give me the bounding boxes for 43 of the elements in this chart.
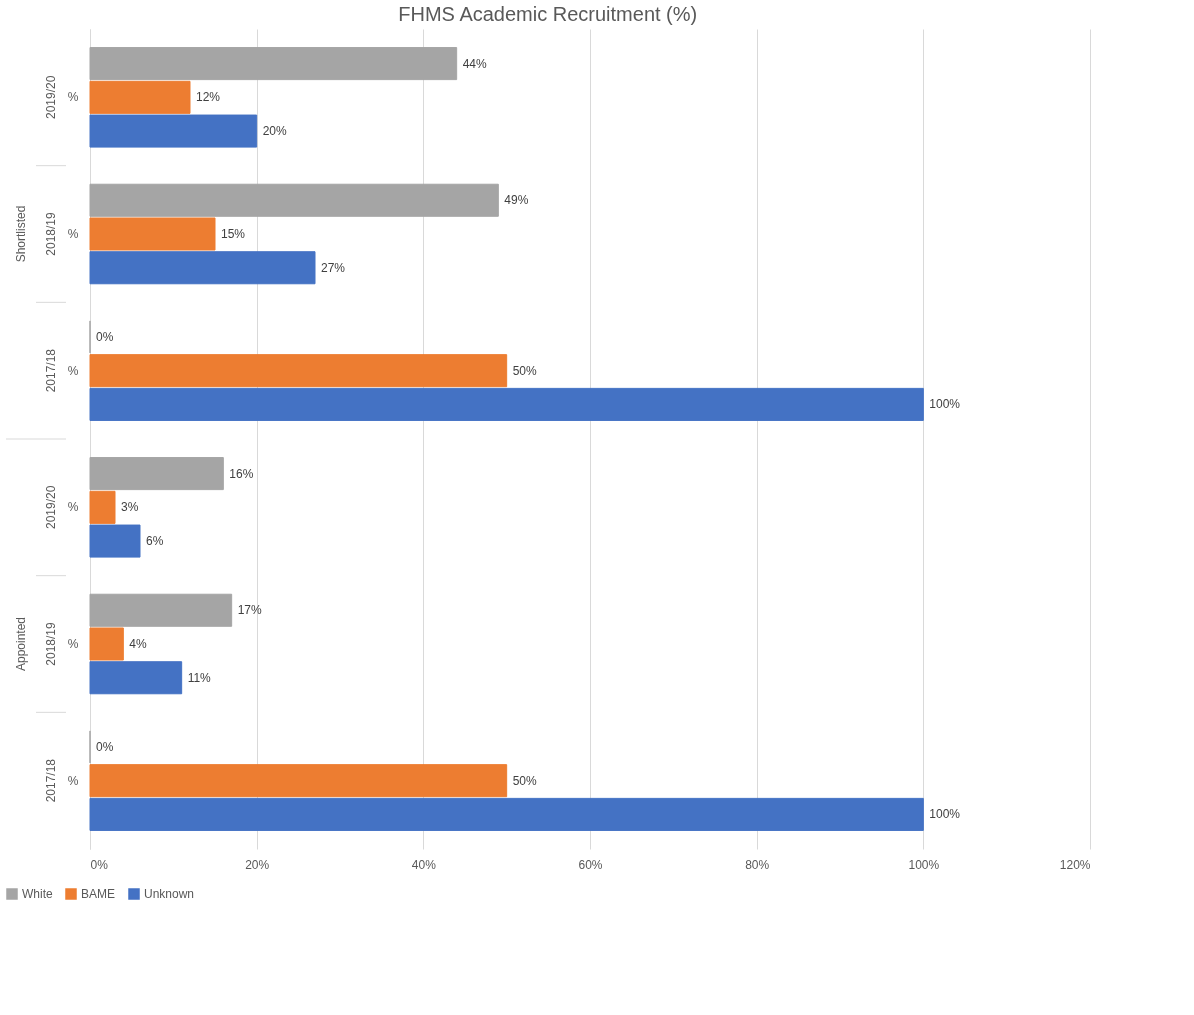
data-label: 100% xyxy=(929,807,961,822)
text: 2018/19 xyxy=(44,621,58,666)
text: Shortlisted xyxy=(14,205,28,263)
data-label: 15% xyxy=(221,227,246,241)
y-tick-label: % xyxy=(67,90,79,105)
data-label: 50% xyxy=(512,363,538,378)
data-label: 44% xyxy=(462,56,488,71)
data-label: 20% xyxy=(262,124,288,139)
x-tick-label: 80% xyxy=(745,857,770,872)
chart-title: FHMS Academic Recruitment (%) xyxy=(398,3,698,25)
text: Appointed xyxy=(14,616,28,672)
x-tick-label: 120% xyxy=(1059,857,1091,872)
data-label: 0% xyxy=(96,739,114,754)
data-label: 17% xyxy=(237,603,263,618)
data-label: 6% xyxy=(146,534,164,549)
x-tick-label: 60% xyxy=(578,857,603,872)
x-tick-label: 0% xyxy=(90,857,109,872)
data-label: 0% xyxy=(96,329,114,344)
x-tick-label: 100% xyxy=(908,857,940,872)
x-tick-label: 40% xyxy=(411,857,437,872)
data-label: 3% xyxy=(121,500,139,515)
data-label: 16% xyxy=(229,466,254,481)
y-tick-label: % xyxy=(67,637,79,651)
legend-label: White xyxy=(22,887,53,901)
data-label: 27% xyxy=(321,260,346,275)
text: 2018/19 xyxy=(44,211,58,256)
data-label: 11% xyxy=(187,670,212,685)
y-tick-label: % xyxy=(67,363,79,378)
y-tick-label: % xyxy=(67,773,79,788)
text: 2017/18 xyxy=(44,348,58,393)
data-label: 4% xyxy=(129,637,148,651)
legend-label: BAME xyxy=(81,887,116,901)
data-label: 100% xyxy=(929,397,961,412)
data-label: 12% xyxy=(196,90,221,105)
y-tick-label: % xyxy=(67,500,79,515)
text: 2017/18 xyxy=(44,758,58,803)
data-label: 49% xyxy=(504,193,529,208)
text: 2019/20 xyxy=(44,485,58,530)
legend-label: Unknown xyxy=(144,887,195,901)
x-tick-label: 20% xyxy=(245,857,270,872)
y-tick-label: % xyxy=(67,227,79,241)
data-label: 50% xyxy=(512,773,538,788)
text: 2019/20 xyxy=(44,75,58,120)
